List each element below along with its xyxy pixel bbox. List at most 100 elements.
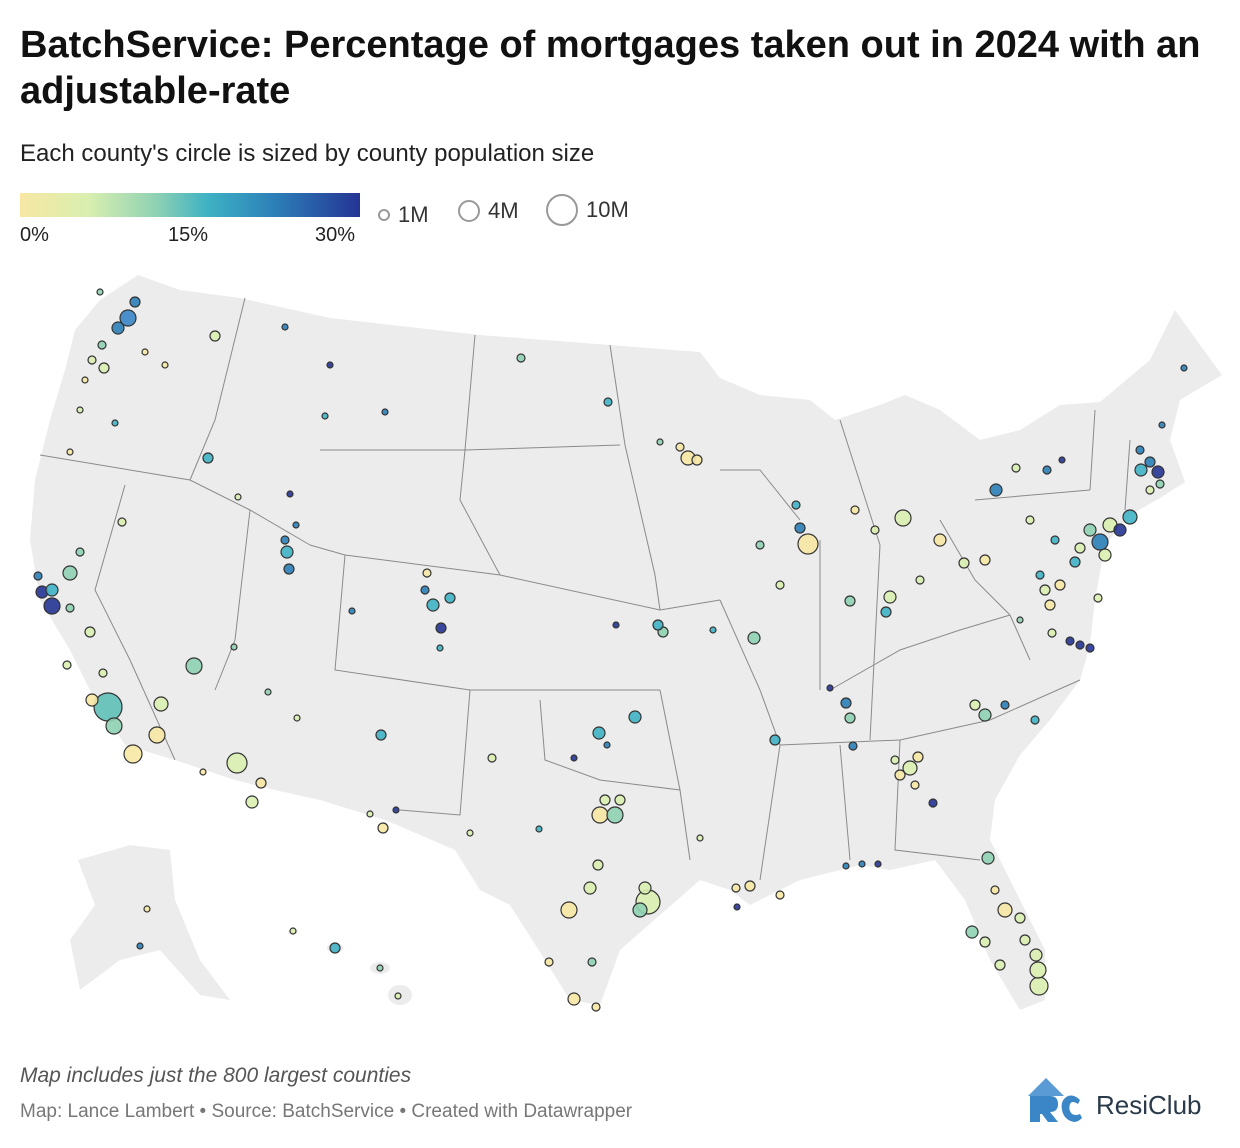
county-circle	[516, 353, 526, 363]
size-legend-circle-medium	[458, 200, 480, 222]
county-circle	[436, 644, 444, 652]
county-circle	[111, 419, 119, 427]
county-circle	[928, 798, 938, 808]
county-circles	[33, 288, 1188, 1012]
county-circle	[1014, 912, 1026, 924]
county-circle	[570, 754, 578, 762]
county-circle	[1050, 535, 1060, 545]
county-circle	[1042, 465, 1052, 475]
county-circle	[794, 522, 806, 534]
county-circle	[733, 903, 741, 911]
county-circle	[890, 755, 900, 765]
county-circle	[1019, 934, 1031, 946]
county-circle	[1039, 584, 1051, 596]
county-circle	[292, 521, 300, 529]
county-circle	[874, 860, 882, 868]
county-circle	[1091, 533, 1109, 551]
map-title: BatchService: Percentage of mortgages ta…	[20, 24, 1201, 112]
county-circle	[1025, 515, 1035, 525]
county-circle	[84, 626, 96, 638]
county-circle	[255, 777, 267, 789]
county-circle	[381, 408, 389, 416]
county-circle	[1030, 715, 1040, 725]
county-circle	[119, 309, 137, 327]
county-circle	[420, 585, 430, 595]
county-circle	[1158, 421, 1166, 429]
county-circle	[392, 806, 400, 814]
county-circle	[1029, 948, 1043, 962]
county-circle	[969, 699, 981, 711]
county-circle	[161, 361, 169, 369]
county-circle	[1093, 593, 1103, 603]
county-circle	[965, 925, 979, 939]
county-circle	[466, 829, 474, 837]
county-circle	[858, 860, 866, 868]
size-legend-label-medium: 4M	[488, 198, 519, 223]
county-circle	[81, 376, 89, 384]
size-legend-item-small: 1M	[378, 202, 429, 228]
size-legend-item-large: 10M	[546, 194, 629, 226]
county-circle	[280, 535, 290, 545]
county-circle	[981, 851, 995, 865]
county-circle	[997, 902, 1013, 918]
county-circle	[199, 768, 207, 776]
county-circle	[591, 1002, 601, 1012]
county-circle	[1054, 579, 1066, 591]
county-circle	[599, 794, 611, 806]
color-legend-tick-mid: 15%	[168, 224, 209, 246]
county-circle	[97, 340, 107, 350]
county-circle	[978, 708, 992, 722]
county-circle	[958, 557, 970, 569]
county-circle	[98, 362, 110, 374]
county-circle	[894, 769, 906, 781]
county-circle	[286, 490, 294, 498]
county-circle	[850, 505, 860, 515]
county-circle	[1035, 570, 1045, 580]
county-circle	[894, 509, 912, 527]
county-circle	[1074, 542, 1086, 554]
county-circle	[979, 936, 991, 948]
county-circle	[1180, 364, 1188, 372]
county-circle	[1065, 636, 1075, 646]
county-circle	[902, 760, 918, 776]
county-circle	[1011, 463, 1021, 473]
county-circle	[1144, 456, 1156, 468]
county-circle	[280, 545, 294, 559]
size-legend-label-small: 1M	[398, 202, 429, 227]
county-circle	[628, 710, 642, 724]
county-circle	[844, 712, 856, 724]
county-circle	[826, 684, 834, 692]
size-legend-item-medium: 4M	[458, 198, 519, 224]
county-circle	[755, 540, 765, 550]
county-circle	[65, 603, 75, 613]
county-circle	[426, 598, 440, 612]
county-circle	[848, 741, 858, 751]
county-circle	[329, 942, 341, 954]
alaska-shape	[70, 845, 230, 1000]
county-circle	[76, 406, 84, 414]
county-circle	[1029, 976, 1049, 996]
county-circle	[994, 959, 1006, 971]
county-circle	[731, 883, 741, 893]
county-circle	[129, 296, 141, 308]
county-circle	[744, 880, 756, 892]
county-circle	[1135, 445, 1145, 455]
county-circle	[143, 905, 151, 913]
county-circle	[840, 697, 852, 709]
county-circle	[226, 752, 248, 774]
size-legend-circle-large	[546, 194, 578, 226]
county-circle	[117, 517, 127, 527]
county-circle	[1075, 640, 1085, 650]
county-circle	[435, 622, 447, 634]
county-circle	[1047, 628, 1057, 638]
county-circle	[1044, 599, 1056, 611]
county-circle	[45, 583, 59, 597]
county-circle	[283, 563, 295, 575]
size-legend-circle-small	[378, 209, 390, 221]
county-circle	[105, 717, 123, 735]
county-circle	[62, 660, 72, 670]
county-circle	[880, 606, 892, 618]
county-circle	[487, 753, 497, 763]
county-circle	[202, 452, 214, 464]
county-circle	[979, 554, 991, 566]
